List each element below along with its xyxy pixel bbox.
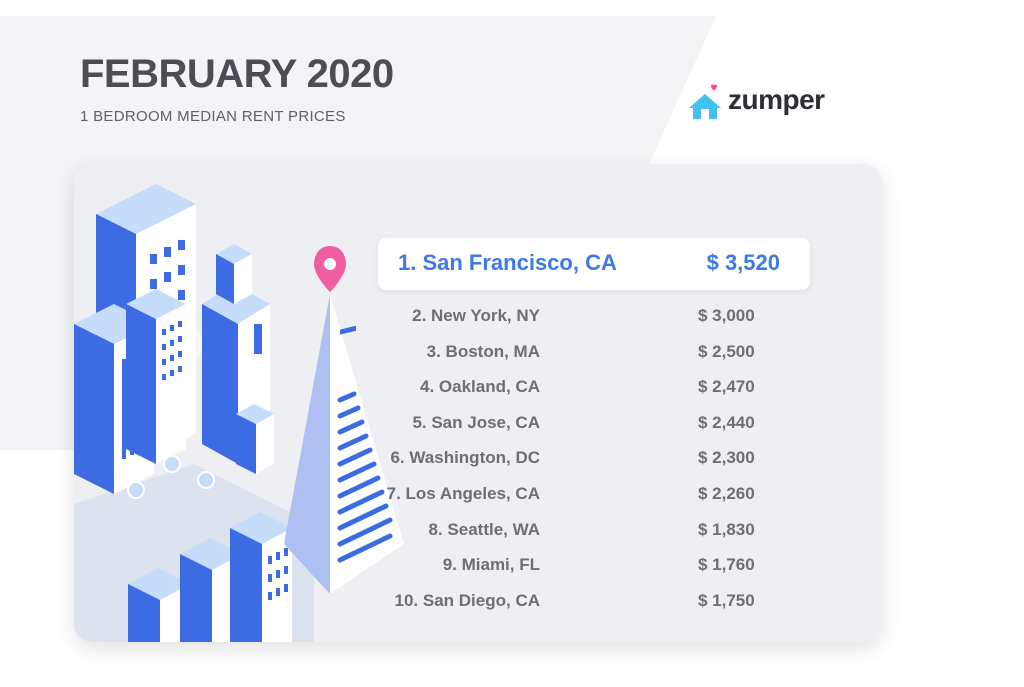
city-name: 6. Washington, DC xyxy=(390,448,540,468)
city-illustration xyxy=(74,184,404,642)
rent-card: 1. San Francisco, CA $ 3,520 2. New York… xyxy=(74,164,882,642)
brand-logo: zumper xyxy=(686,80,836,122)
list-item: 9. Miami, FL $ 1,760 xyxy=(414,551,774,587)
city-price: $ 1,750 xyxy=(698,590,755,610)
top-ranked-city: 1. San Francisco, CA $ 3,520 xyxy=(378,238,810,290)
city-price: $ 2,260 xyxy=(698,483,755,503)
city-name: 5. San Jose, CA xyxy=(412,412,540,432)
city-name: 8. Seattle, WA xyxy=(428,519,540,539)
city-price: $ 2,300 xyxy=(698,448,755,468)
list-item: 4. Oakland, CA $ 2,470 xyxy=(414,373,774,409)
city-name: 4. Oakland, CA xyxy=(420,377,540,397)
list-item: 8. Seattle, WA $ 1,830 xyxy=(414,516,774,552)
list-item: 7. Los Angeles, CA $ 2,260 xyxy=(387,480,774,516)
top-city-name: 1. San Francisco, CA xyxy=(398,250,617,275)
list-item: 5. San Jose, CA $ 2,440 xyxy=(412,409,774,445)
list-item: 6. Washington, DC $ 2,300 xyxy=(390,444,774,480)
city-name: 10. San Diego, CA xyxy=(394,590,540,610)
city-price: $ 2,470 xyxy=(698,377,755,397)
city-price: $ 1,830 xyxy=(698,519,755,539)
city-name: 7. Los Angeles, CA xyxy=(386,483,540,503)
top-city-price: $ 3,520 xyxy=(706,250,780,275)
city-ranking-list: 2. New York, NY $ 3,000 3. Boston, MA $ … xyxy=(387,302,774,623)
map-pin-icon xyxy=(314,246,346,292)
list-item: 3. Boston, MA $ 2,500 xyxy=(414,338,774,374)
page-title: FEBRUARY 2020 xyxy=(80,52,394,96)
city-price: $ 1,760 xyxy=(698,555,755,575)
house-heart-icon xyxy=(689,84,721,119)
list-item: 2. New York, NY $ 3,000 xyxy=(412,302,774,338)
city-price: $ 2,440 xyxy=(698,412,755,432)
city-price: $ 3,000 xyxy=(698,306,755,325)
list-item: 10. San Diego, CA $ 1,750 xyxy=(395,587,774,623)
page-subtitle: 1 BEDROOM MEDIAN RENT PRICES xyxy=(80,108,346,125)
brand-name: zumper xyxy=(728,84,825,115)
city-name: 3. Boston, MA xyxy=(426,341,540,361)
city-price: $ 2,500 xyxy=(698,341,755,361)
city-name: 2. New York, NY xyxy=(412,306,540,325)
city-name: 9. Miami, FL xyxy=(442,555,540,575)
